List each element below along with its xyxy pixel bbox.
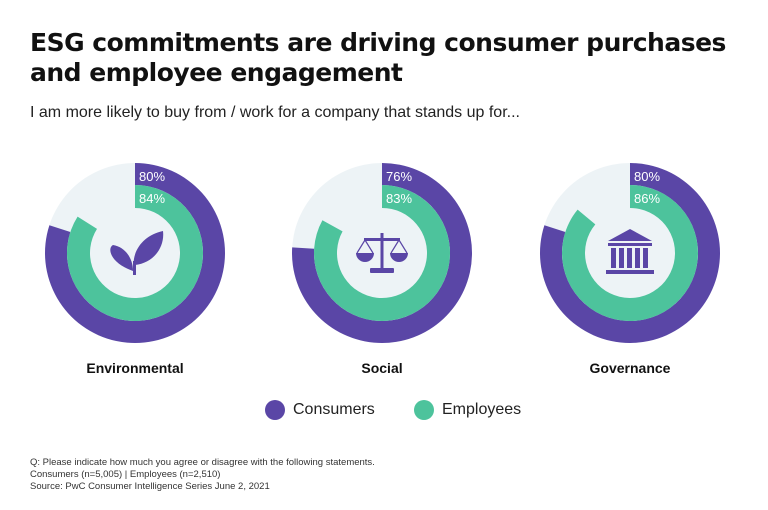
footnote-samples: Consumers (n=5,005) | Employees (n=2,510… — [30, 469, 221, 480]
value-label: 83% — [386, 191, 412, 206]
legend-label: Consumers — [293, 401, 375, 418]
value-label: 80% — [139, 169, 165, 184]
value-label: 76% — [386, 169, 412, 184]
footnotes: Q: Please indicate how much you agree or… — [30, 457, 375, 493]
subtitle: I am more likely to buy from / work for … — [30, 104, 520, 121]
leaves-icon — [110, 231, 164, 275]
value-label: 86% — [634, 191, 660, 206]
legend-consumers: Consumers — [265, 400, 375, 420]
footnote-source: Source: PwC Consumer Intelligence Series… — [30, 481, 270, 492]
category-label: Governance — [590, 360, 671, 376]
value-label: 84% — [139, 191, 165, 206]
employees-arc — [562, 185, 699, 322]
employees-arc — [314, 185, 451, 321]
consumers-swatch — [265, 400, 285, 420]
employees-swatch — [414, 400, 434, 420]
category-label: Environmental — [86, 360, 183, 376]
employees-arc — [67, 185, 203, 322]
value-label: 80% — [634, 169, 660, 184]
legend-employees: Employees — [414, 400, 521, 420]
category-label: Social — [361, 360, 402, 376]
scales-icon — [356, 233, 408, 273]
building-columns-icon — [606, 229, 654, 274]
title: ESG commitments are driving consumer pur… — [30, 28, 726, 87]
footnote-question: Q: Please indicate how much you agree or… — [30, 457, 375, 468]
legend-label: Employees — [442, 401, 522, 418]
